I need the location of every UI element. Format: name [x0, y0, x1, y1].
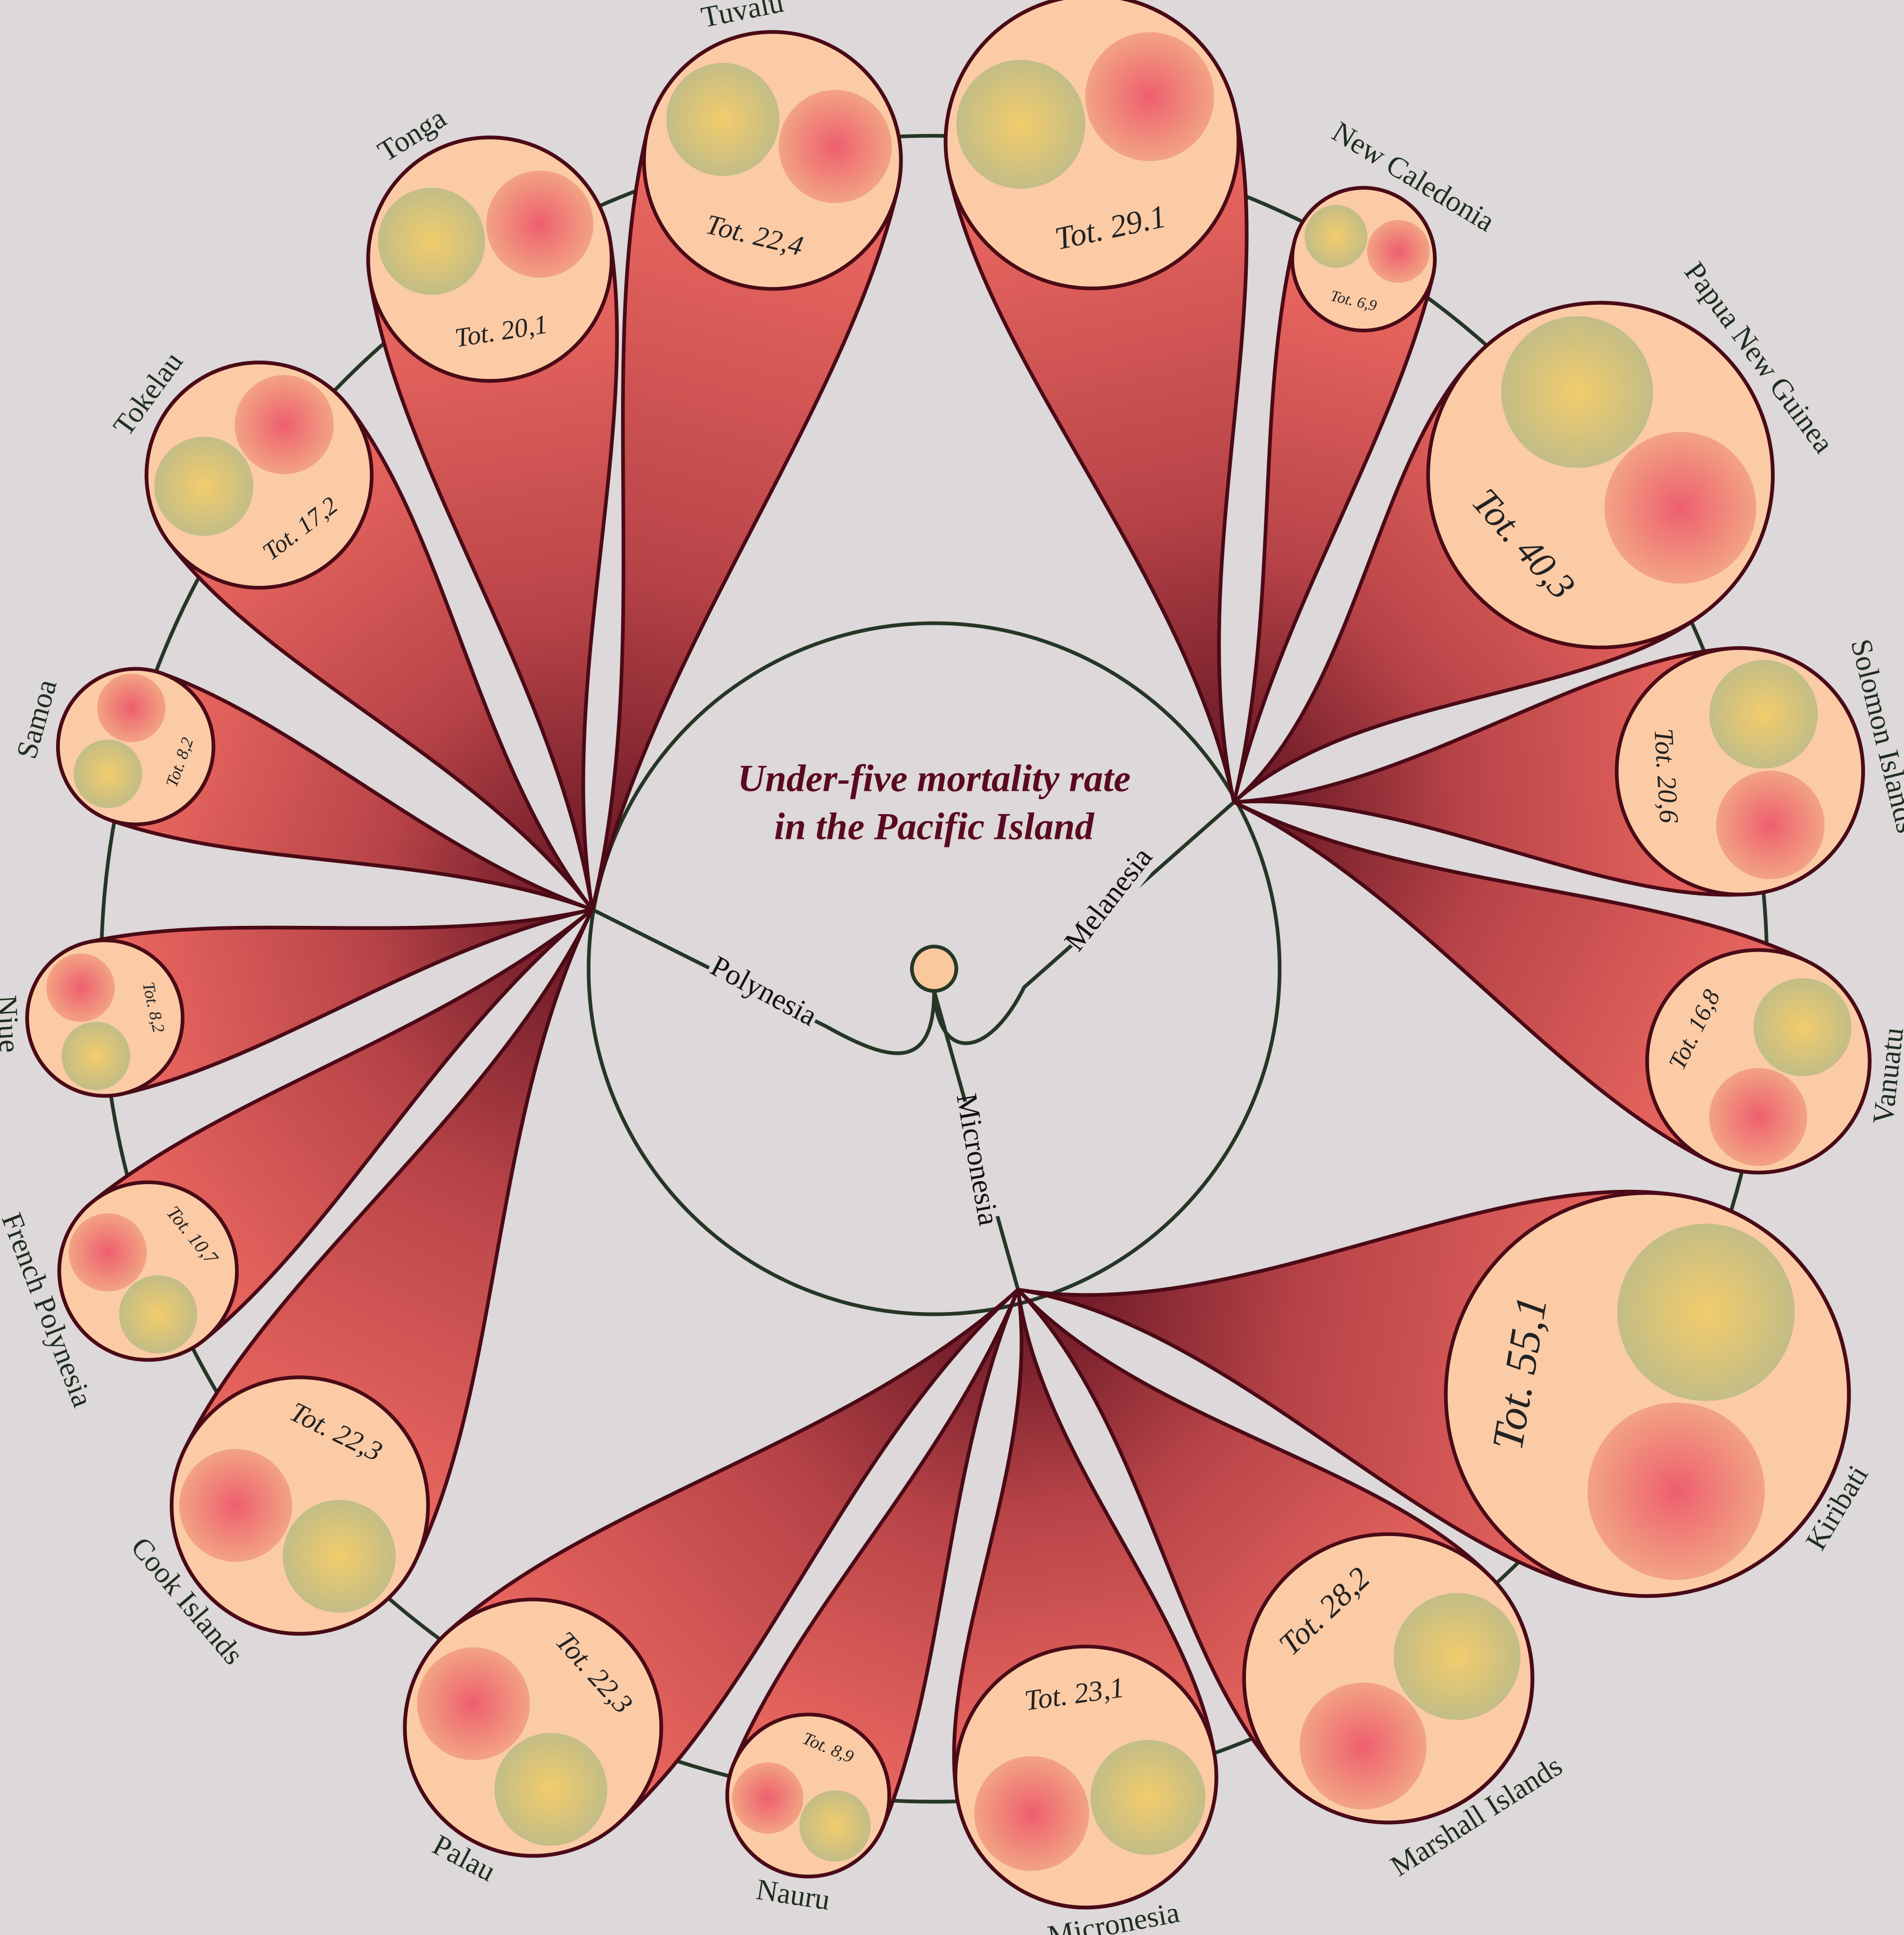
inner-circle: [154, 437, 253, 536]
total-label: Tot. 20,6: [1648, 728, 1684, 824]
inner-circle: [1304, 205, 1368, 268]
connector: [932, 800, 1235, 1045]
region-label-bg: [703, 953, 822, 1034]
inner-circle: [234, 375, 334, 475]
inner-circle: [494, 1733, 607, 1846]
inner-circle: [486, 170, 593, 278]
inner-circle: [1753, 978, 1852, 1077]
inner-circle: [73, 739, 142, 808]
inner-circle: [1501, 316, 1653, 468]
inner-circle: [119, 1275, 197, 1354]
inner-circle: [1393, 1593, 1521, 1720]
connector: [591, 908, 936, 1055]
inner-circle: [778, 90, 892, 203]
inner-circle: [1300, 1682, 1427, 1809]
inner-circle: [1587, 1402, 1765, 1580]
inner-circle: [46, 953, 115, 1022]
title-box: Under-five mortality rate in the Pacific…: [738, 756, 1131, 848]
inner-circle: [1716, 770, 1825, 879]
inner-circle: [1709, 660, 1818, 769]
inner-circle: [732, 1762, 804, 1834]
root-node: [910, 944, 958, 993]
inner-circle: [956, 59, 1086, 189]
inner-circle: [799, 1790, 871, 1862]
inner-circle: [417, 1647, 530, 1760]
inner-circle: [974, 1756, 1089, 1871]
inner-circle: [378, 187, 486, 295]
inner-circle: [1085, 32, 1214, 161]
region-label-bg: [950, 1099, 1000, 1221]
inner-circle: [179, 1449, 292, 1562]
inner-circle: [1090, 1740, 1205, 1855]
inner-circle: [1709, 1068, 1807, 1166]
inner-ring: [586, 621, 1282, 1316]
region-label-bg: [1062, 845, 1159, 957]
inner-circle: [282, 1499, 396, 1613]
inner-circle: [61, 1021, 130, 1090]
inner-circle: [1604, 432, 1757, 584]
chart-title: Under-five mortality rate in the Pacific…: [738, 756, 1131, 848]
inner-circle: [97, 673, 166, 742]
inner-circle: [1617, 1224, 1795, 1401]
country-label: Niue: [0, 994, 26, 1054]
inner-circle: [1367, 220, 1430, 283]
inner-circle: [68, 1213, 147, 1292]
inner-circle: [666, 63, 780, 176]
